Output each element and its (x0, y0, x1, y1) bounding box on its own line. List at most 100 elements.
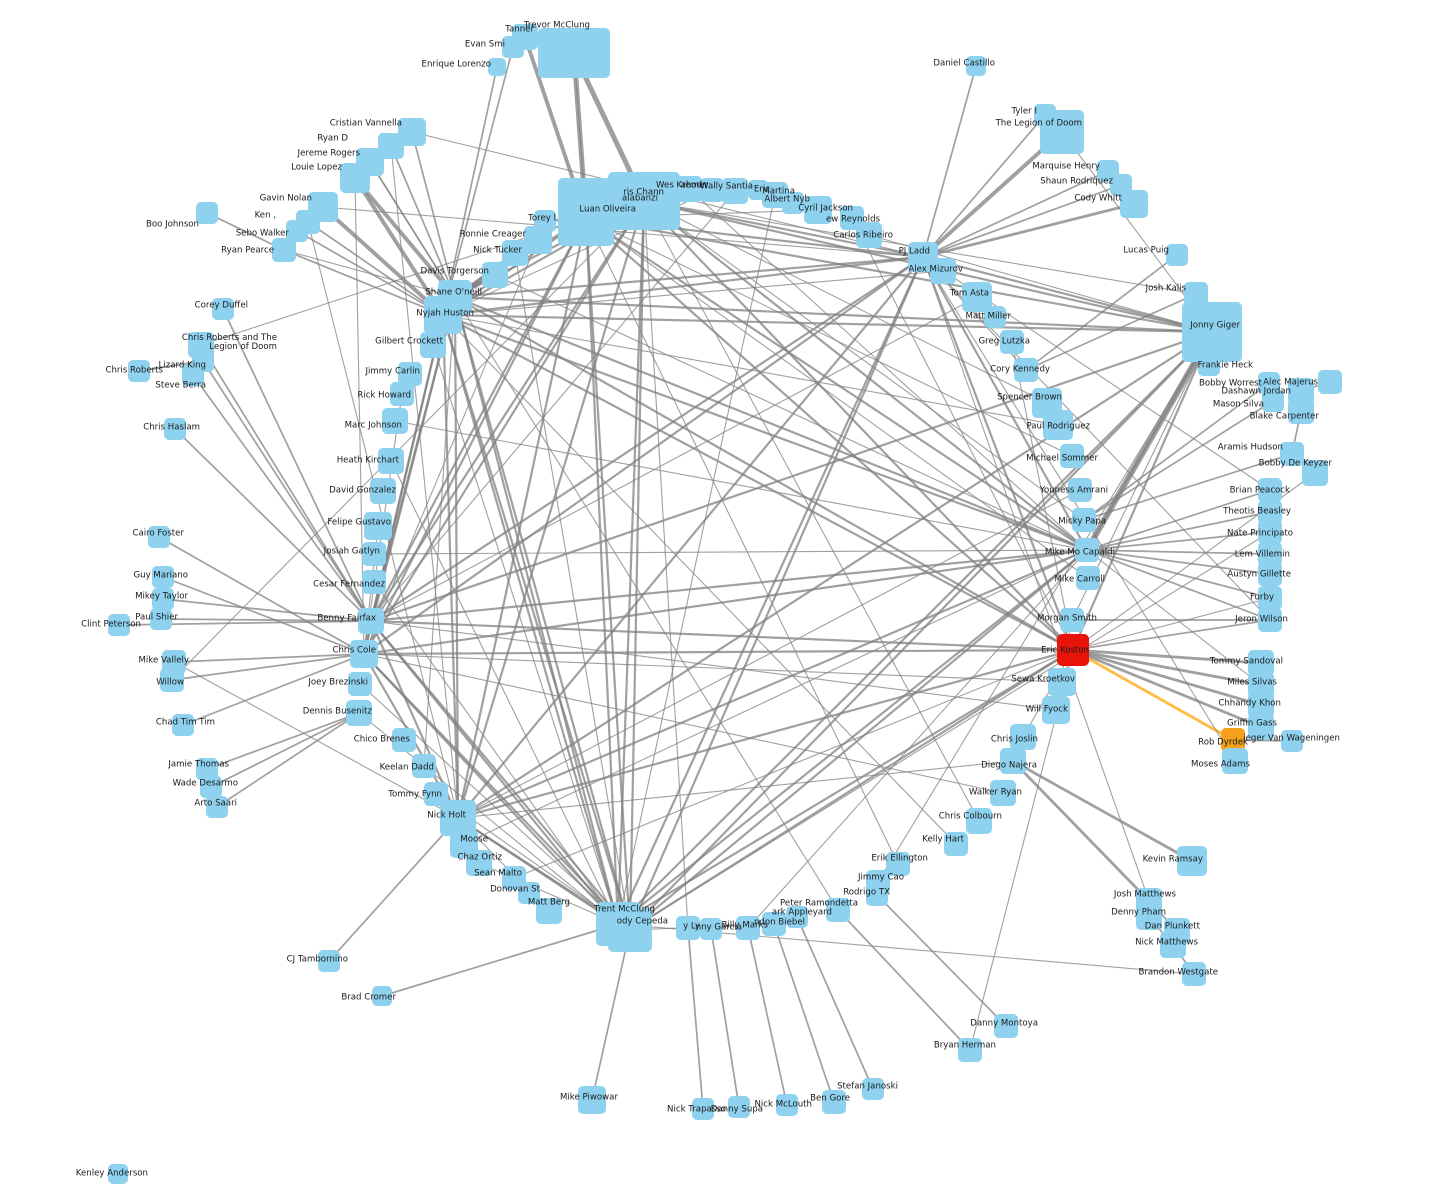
graph-node[interactable] (538, 28, 610, 78)
graph-node[interactable] (128, 360, 150, 382)
graph-node[interactable] (466, 850, 492, 876)
graph-node[interactable] (1042, 696, 1070, 724)
graph-node[interactable] (728, 1096, 750, 1118)
graph-node[interactable] (1000, 748, 1026, 774)
graph-node[interactable] (1258, 562, 1282, 586)
graph-node[interactable] (370, 478, 396, 504)
graph-node[interactable] (362, 542, 386, 566)
graph-node[interactable] (1014, 358, 1038, 382)
graph-node[interactable] (736, 916, 760, 940)
graph-node[interactable] (108, 1164, 128, 1184)
graph-node[interactable] (1182, 962, 1206, 986)
graph-node[interactable] (700, 918, 722, 940)
graph-node[interactable] (558, 190, 614, 246)
graph-node[interactable] (482, 262, 508, 288)
graph-node[interactable] (776, 1094, 798, 1116)
graph-node[interactable] (536, 898, 562, 924)
graph-node[interactable] (944, 832, 968, 856)
graph-node[interactable] (160, 668, 184, 692)
graph-node[interactable] (1248, 692, 1274, 718)
graph-node[interactable] (990, 780, 1016, 806)
graph-node[interactable] (1136, 904, 1162, 930)
graph-node[interactable] (148, 526, 170, 548)
graph-node[interactable] (1166, 244, 1188, 266)
graph-node[interactable] (196, 202, 218, 224)
graph-node[interactable] (164, 418, 186, 440)
graph-node[interactable] (1258, 520, 1282, 544)
graph-node[interactable] (966, 808, 992, 834)
graph-node[interactable] (866, 884, 888, 906)
graph-node[interactable] (856, 222, 882, 248)
graph-node[interactable] (862, 1078, 884, 1100)
graph-node[interactable] (172, 714, 194, 736)
graph-node[interactable] (994, 1014, 1018, 1038)
graph-node[interactable] (390, 382, 414, 406)
graph-node[interactable] (364, 512, 392, 540)
graph-node[interactable] (1258, 586, 1282, 610)
graph-node[interactable] (608, 908, 652, 952)
graph-node[interactable] (1258, 478, 1282, 502)
graph-node[interactable] (348, 672, 372, 696)
graph-node[interactable] (1281, 730, 1303, 752)
graph-node[interactable] (804, 196, 832, 224)
graph-node[interactable] (152, 566, 174, 588)
graph-node[interactable] (286, 220, 308, 242)
graph-node[interactable] (502, 36, 524, 58)
graph-node[interactable] (782, 192, 804, 214)
graph-node[interactable] (966, 56, 986, 76)
graph-node[interactable] (700, 178, 724, 202)
graph-node[interactable] (1043, 410, 1073, 440)
graph-node[interactable] (1040, 110, 1084, 154)
graph-node[interactable] (340, 163, 370, 193)
graph-node[interactable] (1248, 650, 1274, 676)
graph-node[interactable] (1258, 608, 1282, 632)
graph-node[interactable] (1048, 668, 1076, 696)
graph-node[interactable] (762, 912, 786, 936)
graph-node[interactable] (1222, 748, 1248, 774)
graph-node[interactable] (424, 296, 462, 334)
graph-node[interactable] (676, 916, 700, 940)
graph-node[interactable] (318, 950, 340, 972)
graph-node[interactable] (930, 258, 956, 284)
graph-node[interactable] (1280, 442, 1304, 466)
graph-node[interactable] (502, 240, 528, 266)
graph-node[interactable] (1075, 538, 1099, 562)
graph-node[interactable] (372, 986, 392, 1006)
graph-node[interactable] (524, 226, 552, 254)
graph-node[interactable] (1198, 354, 1220, 376)
graph-node[interactable] (1302, 460, 1328, 486)
graph-node[interactable] (1177, 846, 1207, 876)
graph-node[interactable] (346, 700, 372, 726)
graph-node[interactable] (984, 306, 1006, 328)
graph-node[interactable] (1010, 724, 1036, 750)
graph-node[interactable] (1288, 398, 1314, 424)
graph-node[interactable] (1182, 302, 1242, 362)
graph-node[interactable] (378, 448, 404, 474)
graph-node[interactable] (206, 796, 228, 818)
graph-node[interactable] (822, 1090, 846, 1114)
graph-node[interactable] (488, 58, 506, 76)
graph-node[interactable] (152, 588, 174, 610)
graph-node[interactable] (182, 364, 204, 386)
graph-node[interactable] (886, 852, 910, 876)
graph-node[interactable] (1248, 714, 1274, 740)
graph-node[interactable] (150, 608, 172, 630)
graph-node[interactable] (392, 728, 416, 752)
graph-node[interactable] (1068, 478, 1092, 502)
graph-node[interactable] (350, 640, 378, 668)
graph-node[interactable] (1000, 330, 1024, 354)
graph-node[interactable] (1060, 608, 1084, 632)
graph-node[interactable] (676, 176, 702, 202)
graph-node[interactable] (1318, 370, 1342, 394)
graph-node[interactable] (1120, 190, 1148, 218)
graph-node[interactable] (1160, 932, 1186, 958)
graph-node[interactable] (1262, 390, 1284, 412)
graph-node[interactable] (786, 906, 808, 928)
graph-node[interactable] (200, 776, 222, 798)
graph-node[interactable] (212, 298, 234, 320)
graph-node[interactable] (1258, 372, 1280, 394)
graph-node[interactable] (958, 1038, 982, 1062)
graph-node[interactable] (692, 1098, 714, 1120)
graph-node[interactable] (358, 608, 384, 634)
